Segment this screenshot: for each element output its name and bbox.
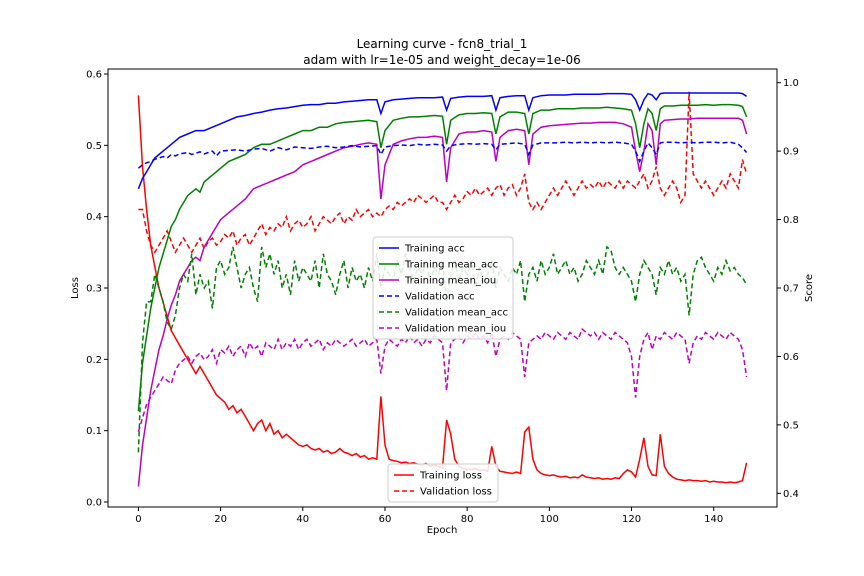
y-right-tick-label: 0.6 [783,352,799,363]
legend-box [372,236,514,340]
y-axis-right: 0.4 0.5 0.6 0.7 0.8 0.9 1.0 [777,78,799,500]
x-tick-label: 140 [704,514,723,525]
legend-label-training-loss: Training loss [419,471,482,482]
y-right-tick-label: 0.4 [783,489,799,500]
x-tick-label: 80 [461,514,474,525]
legend-label-training-mean-iou: Training mean_iou [404,276,496,287]
x-tick-label: 120 [622,514,641,525]
y-axis-left-label: Loss [70,277,81,299]
y-right-tick-label: 1.0 [783,78,799,89]
legend-box [387,463,499,503]
y-right-tick-label: 0.9 [783,147,799,158]
y-left-tick-label: 0.0 [86,498,102,509]
y-left-tick-label: 0.5 [86,141,102,152]
y-left-tick-label: 0.2 [86,355,102,366]
y-axis-right-label: Score [804,274,815,302]
series-training-mean-acc [137,103,748,412]
series-validation-mean-iou [137,327,748,432]
x-tick-label: 40 [296,514,309,525]
series-validation-loss [138,91,748,255]
series-training-mean-iou [137,117,748,487]
series-validation-mean-acc [137,245,748,453]
chart-subtitle: adam with lr=1e-05 and weight_decay=1e-0… [303,53,580,67]
series-validation-acc [137,141,748,169]
legend-label-validation-acc: Validation acc [405,292,475,303]
legend-label-validation-loss: Validation loss [420,487,492,498]
y-left-tick-label: 0.3 [86,284,102,295]
series-training-acc [137,92,748,190]
y-right-tick-label: 0.5 [783,420,799,431]
chart-title: Learning curve - fcn8_trial_1 [357,37,528,51]
legend-label-validation-mean-iou: Validation mean_iou [405,324,506,335]
x-axis: 0 20 40 60 80 100 120 140 [135,507,723,525]
legend-label-training-acc: Training acc [404,244,465,255]
legend-label-training-mean-acc: Training mean_acc [404,260,498,271]
y-axis-left: 0.0 0.1 0.2 0.3 0.4 0.5 0.6 [86,69,108,509]
x-tick-label: 100 [540,514,559,525]
legend-lower: Training loss Validation loss [387,463,499,503]
x-tick-label: 0 [135,514,141,525]
y-right-tick-label: 0.8 [783,215,799,226]
legend-upper: Training acc Training mean_acc Training me… [372,236,514,340]
y-left-tick-label: 0.4 [86,212,102,223]
x-tick-label: 20 [214,514,227,525]
y-right-tick-label: 0.7 [783,284,799,295]
x-axis-label: Epoch [427,525,458,536]
x-tick-label: 60 [379,514,392,525]
series-layer [137,91,748,487]
legend-label-validation-mean-acc: Validation mean_acc [405,308,508,319]
y-left-tick-label: 0.6 [86,69,102,80]
y-left-tick-label: 0.1 [86,426,102,437]
